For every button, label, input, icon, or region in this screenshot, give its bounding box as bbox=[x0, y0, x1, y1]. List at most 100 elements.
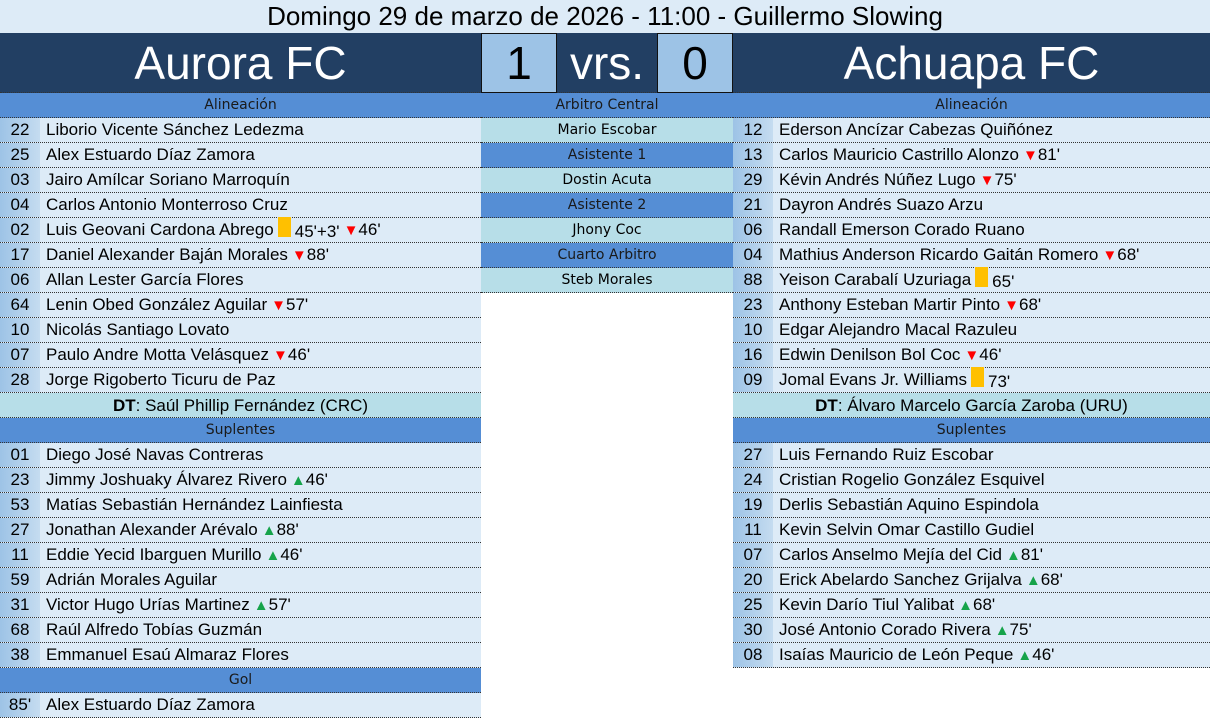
player-cell: Randall Emerson Corado Ruano bbox=[773, 218, 1025, 242]
player-cell: Raúl Alfredo Tobías Guzmán bbox=[40, 618, 262, 642]
substitution-on-icon: ▲ bbox=[265, 546, 281, 564]
player-name: Erick Abelardo Sanchez Grijalva bbox=[779, 570, 1022, 589]
player-name: Carlos Anselmo Mejía del Cid bbox=[779, 545, 1002, 564]
player-cell: Liborio Vicente Sánchez Ledezma bbox=[40, 118, 304, 142]
player-number: 02 bbox=[0, 218, 40, 242]
player-row: 06 Randall Emerson Corado Ruano bbox=[733, 218, 1210, 243]
yellow-card-icon bbox=[975, 266, 989, 287]
event-minute: 88' bbox=[276, 519, 299, 539]
player-number: 24 bbox=[733, 468, 773, 492]
player-number: 59 bbox=[0, 568, 40, 592]
player-name: Mathius Anderson Ricardo Gaitán Romero bbox=[779, 245, 1099, 264]
player-number: 13 bbox=[733, 143, 773, 167]
player-row: 31 Victor Hugo Urías Martinez ▲57' bbox=[0, 593, 481, 618]
player-name: Adrián Morales Aguilar bbox=[46, 570, 218, 589]
player-cell: Mathius Anderson Ricardo Gaitán Romero ▼6… bbox=[773, 243, 1139, 267]
player-number: 19 bbox=[733, 493, 773, 517]
player-row: 88 Yeison Carabalí Uzuriaga 65' bbox=[733, 266, 1210, 294]
yellow-card-icon bbox=[970, 366, 984, 387]
player-cell: Alex Estuardo Díaz Zamora bbox=[40, 693, 255, 717]
player-cell: José Antonio Corado Rivera ▲75' bbox=[773, 618, 1032, 642]
player-number: 07 bbox=[0, 343, 40, 367]
player-cell: Isaías Mauricio de León Peque ▲46' bbox=[773, 643, 1054, 667]
player-row: 10 Edgar Alejandro Macal Razuleu bbox=[733, 318, 1210, 343]
player-name: Luis Fernando Ruiz Escobar bbox=[779, 445, 994, 464]
versus-label: vrs. bbox=[569, 37, 645, 89]
sub_on-event: ▲68' bbox=[1026, 568, 1063, 593]
event-minute: 45'+3' bbox=[294, 221, 340, 241]
sub_on-event: ▲75' bbox=[995, 618, 1032, 643]
sub_off-event: ▼57' bbox=[271, 293, 308, 318]
substitution-on-icon: ▲ bbox=[1005, 546, 1021, 564]
substitution-off-icon: ▼ bbox=[271, 296, 287, 314]
score-banner: Aurora FC 1 vrs. 0 Achuapa FC bbox=[0, 33, 1210, 93]
player-number: 29 bbox=[733, 168, 773, 192]
player-name: Victor Hugo Urías Martinez bbox=[46, 595, 250, 614]
player-row: 04 Carlos Antonio Monterroso Cruz bbox=[0, 193, 481, 218]
sub_off-event: ▼46' bbox=[344, 218, 381, 243]
player-cell: Eddie Yecid Ibarguen Murillo ▲46' bbox=[40, 543, 303, 567]
player-cell: Derlis Sebastián Aquino Espindola bbox=[773, 493, 1039, 517]
player-row: 68 Raúl Alfredo Tobías Guzmán bbox=[0, 618, 481, 643]
coach-label: DT bbox=[112, 396, 136, 415]
player-cell: Kevin Selvin Omar Castillo Gudiel bbox=[773, 518, 1034, 542]
sub_off-event: ▼81' bbox=[1023, 143, 1060, 168]
player-cell: Anthony Esteban Martir Pinto ▼68' bbox=[773, 293, 1041, 317]
player-number: 17 bbox=[0, 243, 40, 267]
player-cell: Ederson Ancízar Cabezas Quiñónez bbox=[773, 118, 1053, 142]
official-name: Dostin Acuta bbox=[481, 168, 733, 193]
event-minute: 75' bbox=[994, 169, 1017, 189]
player-row: 08 Isaías Mauricio de León Peque ▲46' bbox=[733, 643, 1210, 668]
player-number: 06 bbox=[733, 218, 773, 242]
player-number: 27 bbox=[0, 518, 40, 542]
event-minute: 88' bbox=[306, 244, 329, 264]
player-number: 20 bbox=[733, 568, 773, 592]
official-name: Steb Morales bbox=[481, 268, 733, 293]
player-number: 31 bbox=[0, 593, 40, 617]
player-number: 04 bbox=[0, 193, 40, 217]
sub_on-event: ▲88' bbox=[262, 518, 299, 543]
yellow-event: 65' bbox=[975, 266, 1014, 294]
player-cell: Jomal Evans Jr. Williams 73' bbox=[773, 366, 1010, 394]
player-name: Nicolás Santiago Lovato bbox=[46, 320, 230, 339]
sub_off-event: ▼46' bbox=[273, 343, 310, 368]
substitution-on-icon: ▲ bbox=[958, 596, 973, 614]
player-row: 30 José Antonio Corado Rivera ▲75' bbox=[733, 618, 1210, 643]
yellow-event: 73' bbox=[970, 366, 1010, 394]
official-role-label: Asistente 2 bbox=[481, 193, 733, 218]
event-minute: 46' bbox=[1032, 644, 1055, 664]
player-row: 23 Anthony Esteban Martir Pinto ▼68' bbox=[733, 293, 1210, 318]
player-row: 25 Alex Estuardo Díaz Zamora bbox=[0, 143, 481, 168]
player-cell: Kévin Andrés Núñez Lugo ▼75' bbox=[773, 168, 1017, 192]
player-name: Jomal Evans Jr. Williams bbox=[779, 370, 967, 389]
player-number: 28 bbox=[0, 368, 40, 392]
player-number: 01 bbox=[0, 443, 40, 467]
player-cell: Jimmy Joshuaky Álvarez Rivero ▲46' bbox=[40, 468, 328, 492]
player-number: 06 bbox=[0, 268, 40, 292]
player-name: Ederson Ancízar Cabezas Quiñónez bbox=[779, 120, 1054, 139]
player-number: 21 bbox=[733, 193, 773, 217]
player-name: Dayron Andrés Suazo Arzu bbox=[779, 195, 984, 214]
event-minute: 81' bbox=[1037, 144, 1060, 164]
lineup-header: Alineación bbox=[733, 93, 1210, 118]
event-minute: 68' bbox=[1040, 569, 1063, 589]
player-number: 09 bbox=[733, 368, 773, 392]
substitutes-header: Suplentes bbox=[0, 418, 481, 443]
player-row: 19 Derlis Sebastián Aquino Espindola bbox=[733, 493, 1210, 518]
player-cell: Luis Fernando Ruiz Escobar bbox=[773, 443, 994, 467]
coach-row: DT: Saúl Phillip Fernández (CRC) bbox=[0, 393, 481, 418]
player-cell: Dayron Andrés Suazo Arzu bbox=[773, 193, 983, 217]
player-name: Kévin Andrés Núñez Lugo bbox=[779, 170, 976, 189]
player-row: 21 Dayron Andrés Suazo Arzu bbox=[733, 193, 1210, 218]
player-row: 07 Carlos Anselmo Mejía del Cid ▲81' bbox=[733, 543, 1210, 568]
player-name: Alex Estuardo Díaz Zamora bbox=[46, 695, 255, 714]
player-name: Isaías Mauricio de León Peque bbox=[779, 645, 1014, 664]
player-cell: Lenin Obed González Aguilar ▼57' bbox=[40, 293, 308, 317]
player-cell: Adrián Morales Aguilar bbox=[40, 568, 217, 592]
yellow-event: 45'+3' bbox=[277, 216, 340, 244]
player-row: 17 Daniel Alexander Baján Morales ▼88' bbox=[0, 243, 481, 268]
sub_off-event: ▼88' bbox=[292, 243, 329, 268]
player-row: 01 Diego José Navas Contreras bbox=[0, 443, 481, 468]
player-cell: Allan Lester García Flores bbox=[40, 268, 243, 292]
player-row: 03 Jairo Amílcar Soriano Marroquín bbox=[0, 168, 481, 193]
